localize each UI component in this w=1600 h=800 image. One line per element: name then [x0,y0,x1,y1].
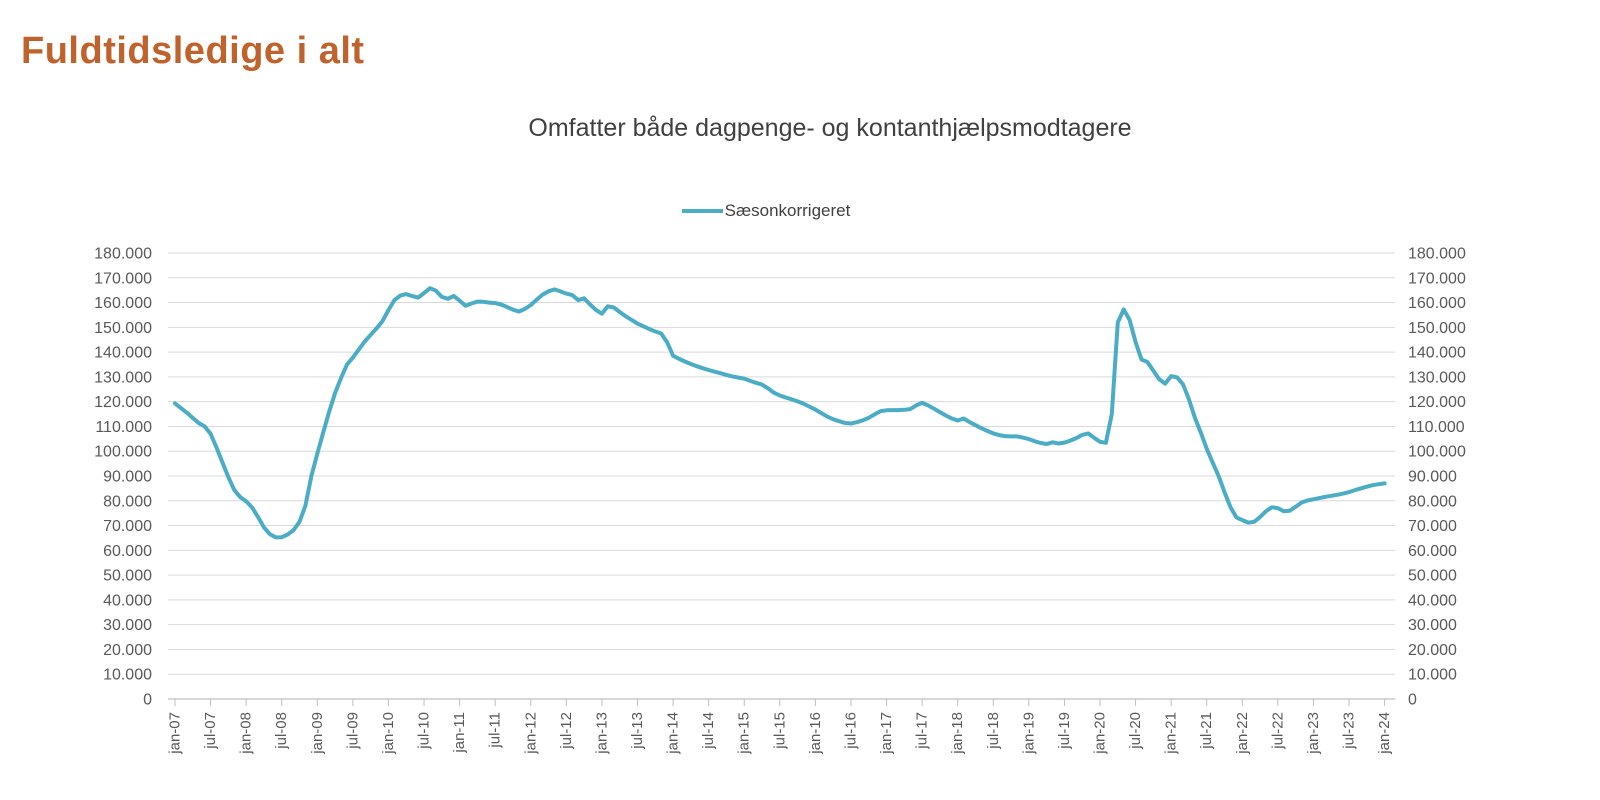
x-tick-label: jan-09 [309,712,326,755]
y-tick-label-right: 110.000 [1408,419,1465,436]
y-tick-label-right: 60.000 [1408,543,1457,560]
y-tick-label-left: 40.000 [103,592,152,609]
y-tick-label-left: 30.000 [103,617,152,634]
chart-title: Omfatter både dagpenge- og kontanthjælps… [528,114,1132,142]
x-tick-label: jul-15 [771,712,788,750]
y-tick-label-left: 10.000 [103,667,152,684]
x-tick-label: jul-11 [487,712,504,749]
legend-label: Sæsonkorrigeret [724,201,851,220]
x-tick-label: jul-19 [1056,712,1073,750]
x-tick-label: jan-18 [949,712,966,755]
x-tick-label: jan-10 [380,712,397,755]
y-tick-label-right: 100.000 [1408,444,1466,461]
y-tick-label-right: 120.000 [1408,394,1466,411]
x-tick-label: jan-14 [665,712,682,755]
y-tick-label-right: 0 [1408,692,1417,709]
y-tick-label-right: 150.000 [1408,320,1466,337]
x-tick-label: jul-09 [344,712,361,750]
y-tick-label-left: 160.000 [94,295,152,312]
y-tick-label-left: 60.000 [103,543,152,560]
y-tick-label-left: 150.000 [94,320,152,337]
data-line-saesonkorrigeret [173,286,1387,540]
y-tick-label-right: 140.000 [1408,345,1466,362]
y-tick-label-left: 140.000 [94,345,152,362]
y-tick-label-right: 50.000 [1408,568,1457,585]
y-tick-label-right: 130.000 [1408,369,1466,386]
x-tick-label: jan-19 [1020,712,1037,755]
y-tick-label-left: 20.000 [103,642,152,659]
x-tick-label: jan-24 [1376,712,1393,755]
x-tick-label: jan-12 [522,712,539,755]
x-tick-label: jul-18 [985,712,1002,750]
x-tick-label: jul-10 [416,712,433,750]
legend: Sæsonkorrigeret [0,201,1532,221]
x-tick-label: jul-21 [1198,712,1215,750]
y-tick-label-left: 110.000 [95,419,152,436]
y-tick-label-right: 90.000 [1408,469,1457,486]
y-tick-label-right: 170.000 [1408,270,1466,287]
y-tick-label-left: 120.000 [94,394,152,411]
y-tick-label-right: 160.000 [1408,295,1466,312]
y-tick-label-right: 10.000 [1408,667,1457,684]
x-tick-label: jul-16 [842,712,859,750]
x-tick-label: jul-20 [1127,712,1144,750]
y-tick-label-right: 180.000 [1408,246,1466,263]
y-tick-label-right: 20.000 [1408,642,1457,659]
x-tick-label: jan-21 [1163,712,1180,755]
y-tick-label-left: 0 [143,692,152,709]
x-tick-label: jan-23 [1305,712,1322,755]
x-tick-label: jul-07 [202,712,219,750]
y-tick-label-right: 40.000 [1408,592,1457,609]
x-tick-label: jan-13 [593,712,610,755]
x-tick-label: jul-22 [1269,712,1286,750]
y-tick-label-right: 70.000 [1408,518,1457,535]
x-tick-label: jan-15 [736,712,753,755]
y-tick-label-left: 170.000 [94,270,152,287]
legend-line-marker [681,209,723,213]
x-tick-label: jan-20 [1091,712,1108,755]
y-tick-label-left: 100.000 [94,444,152,461]
y-tick-label-left: 70.000 [103,518,152,535]
x-tick-label: jan-22 [1234,712,1251,755]
x-tick-label: jul-14 [700,712,717,750]
y-tick-label-left: 130.000 [94,369,152,386]
y-tick-label-left: 80.000 [103,493,152,510]
page-title: Fuldtidsledige i alt [21,30,365,72]
x-tick-label: jul-08 [273,712,290,750]
x-tick-label: jan-17 [878,712,895,755]
y-tick-label-right: 30.000 [1408,617,1457,634]
x-tick-label: jan-16 [807,712,824,755]
y-tick-label-right: 80.000 [1408,493,1457,510]
x-tick-label: jul-13 [629,712,646,750]
x-tick-label: jan-07 [167,712,184,755]
y-tick-label-left: 180.000 [94,246,152,263]
y-tick-label-left: 50.000 [103,568,152,585]
x-tick-label: jul-17 [914,712,931,750]
x-tick-label: jul-12 [558,712,575,750]
x-tick-label: jul-23 [1341,712,1358,750]
x-tick-label: jan-11 [451,712,468,754]
x-tick-label: jan-08 [238,712,255,755]
y-tick-label-left: 90.000 [103,469,152,486]
